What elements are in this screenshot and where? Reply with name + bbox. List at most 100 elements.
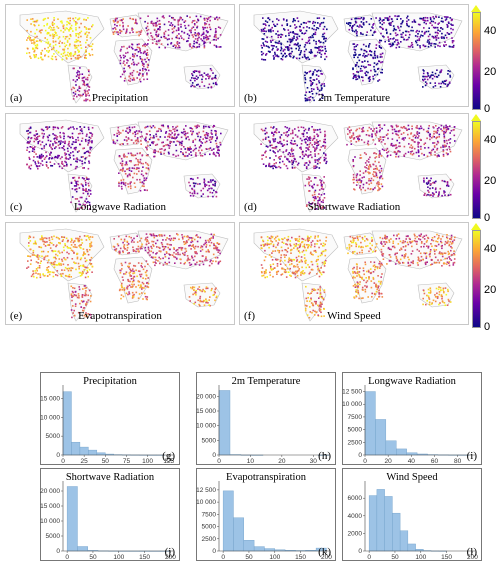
grid-cell-marker [394,130,397,133]
grid-cell-marker [287,271,290,273]
grid-cell-marker [80,30,83,33]
grid-cell-marker [124,55,126,58]
grid-cell-marker [453,126,456,128]
grid-cell-marker [191,73,193,75]
grid-cell-marker [75,268,77,271]
grid-cell-marker [287,261,290,263]
grid-cell-marker [306,132,308,134]
grid-cell-marker [62,27,65,30]
grid-cell-marker [156,43,158,46]
grid-cell-marker [279,158,281,160]
grid-cell-marker [84,92,87,94]
grid-cell-marker [260,51,263,53]
grid-cell-marker [30,23,32,25]
grid-cell-marker [416,29,418,32]
grid-cell-marker [119,251,121,254]
grid-cell-marker [403,257,406,259]
grid-cell-marker [379,129,381,131]
grid-cell-marker [422,69,424,71]
grid-cell-marker [390,142,393,145]
grid-cell-marker [132,272,134,275]
grid-cell-marker [189,194,192,197]
grid-cell-marker [37,273,39,275]
grid-cell-marker [199,152,201,154]
grid-cell-marker [360,25,362,28]
grid-cell-marker [212,126,214,128]
grid-cell-marker [208,299,210,301]
grid-cell-marker [177,154,180,157]
grid-cell-marker [446,148,448,151]
grid-cell-marker [204,183,206,185]
grid-cell-marker [119,50,122,52]
grid-cell-marker [268,246,270,249]
grid-cell-marker [305,249,308,252]
grid-cell-marker [389,45,392,48]
grid-cell-marker [117,31,120,33]
grid-cell-marker [72,241,75,244]
grid-cell-marker [291,166,294,169]
grid-cell-marker [446,32,449,34]
grid-cell-marker [50,57,53,60]
grid-cell-marker [134,140,137,142]
grid-cell-marker [86,39,88,41]
grid-cell-marker [143,179,145,182]
grid-cell-marker [182,153,184,156]
grid-cell-marker [324,147,326,149]
grid-cell-marker [85,57,87,59]
grid-cell-marker [203,42,205,44]
grid-cell-marker [169,24,171,26]
grid-cell-marker [296,164,299,166]
grid-cell-marker [209,28,212,31]
grid-cell-marker [212,253,215,256]
grid-cell-marker [133,79,136,81]
grid-cell-marker [72,291,74,294]
grid-cell-marker [354,54,357,56]
grid-cell-marker [217,261,220,263]
grid-cell-marker [139,158,142,161]
grid-cell-marker [78,77,80,79]
grid-cell-marker [450,129,453,132]
grid-cell-marker [168,248,171,251]
grid-cell-marker [435,37,438,39]
grid-cell-marker [205,125,207,128]
grid-cell-marker [29,255,32,258]
grid-cell-marker [271,236,274,238]
grid-cell-marker [85,140,87,143]
grid-cell-marker [28,165,31,168]
grid-cell-marker [264,40,267,43]
grid-cell-marker [125,161,128,163]
grid-cell-marker [125,29,128,32]
grid-cell-marker [308,99,310,101]
grid-cell-marker [203,304,206,306]
grid-cell-marker [90,45,93,48]
grid-cell-marker [358,59,361,62]
grid-cell-marker [313,137,316,139]
grid-cell-marker [191,287,194,290]
grid-cell-marker [188,138,190,141]
grid-cell-marker [50,262,53,264]
grid-cell-marker [298,57,301,60]
grid-cell-marker [67,267,70,270]
grid-cell-marker [201,290,203,293]
grid-cell-marker [76,95,78,98]
grid-cell-marker [192,259,195,261]
grid-cell-marker [72,154,75,157]
grid-cell-marker [417,149,420,151]
grid-cell-marker [293,265,295,268]
grid-cell-marker [40,238,43,240]
grid-cell-marker [216,137,218,140]
grid-cell-marker [277,242,280,244]
grid-cell-marker [145,179,147,181]
grid-cell-marker [283,132,285,134]
grid-cell-marker [204,184,206,187]
grid-cell-marker [436,149,438,151]
grid-cell-marker [435,137,438,140]
grid-cell-marker [317,75,320,77]
grid-cell-marker [173,141,175,143]
grid-cell-marker [358,245,360,248]
grid-cell-marker [348,130,351,132]
grid-cell-marker [392,43,395,46]
grid-cell-marker [31,39,33,41]
grid-cell-marker [319,205,321,207]
grid-cell-marker [138,293,141,295]
